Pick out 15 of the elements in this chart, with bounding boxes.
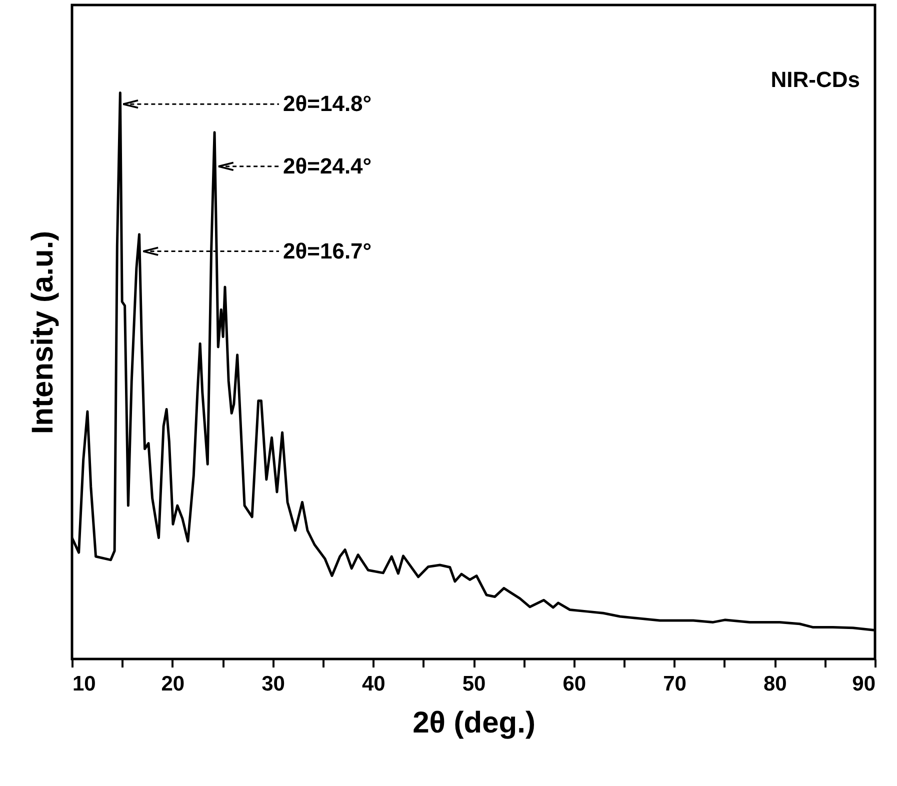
x-tick-label: 10	[72, 672, 96, 696]
annotation: 2θ=16.7°	[283, 238, 372, 264]
annotation: 2θ=14.8°	[283, 91, 372, 116]
x-tick-label: 50	[462, 672, 486, 696]
x-tick-label: 60	[562, 672, 586, 696]
x-tick-label: 90	[852, 672, 876, 696]
x-tick-label: 20	[161, 672, 185, 696]
y-axis-title: Intensity (a.u.)	[26, 230, 60, 434]
x-tick-label: 80	[763, 672, 787, 696]
text: NIR-CDs	[770, 67, 860, 92]
x-tick-label: 40	[362, 672, 386, 696]
x-tick-label: 30	[262, 672, 285, 696]
annotation: 2θ=24.4°	[283, 153, 372, 178]
x-tick-label: 70	[663, 672, 686, 696]
x-axis-title: 2θ (deg.)	[412, 706, 536, 740]
